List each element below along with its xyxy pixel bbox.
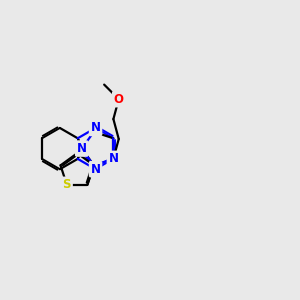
Text: O: O: [114, 93, 124, 106]
Text: N: N: [108, 152, 118, 165]
Text: N: N: [91, 122, 100, 134]
Text: S: S: [63, 178, 71, 191]
Text: N: N: [77, 142, 87, 155]
Text: N: N: [91, 163, 100, 176]
